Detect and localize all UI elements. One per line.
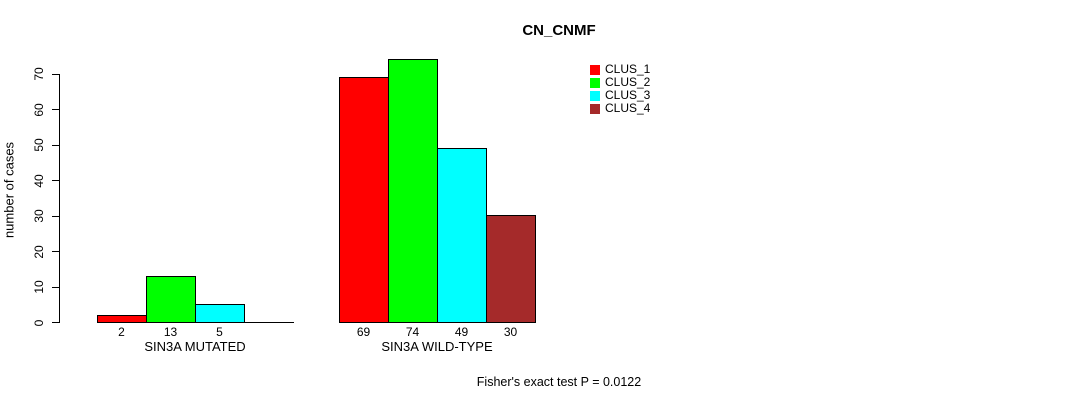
y-axis-line xyxy=(59,73,60,323)
legend-swatch-clus_3 xyxy=(590,90,600,101)
y-axis-tick xyxy=(52,322,59,323)
y-axis-tick-label: 40 xyxy=(32,173,46,188)
y-axis-tick xyxy=(52,180,59,181)
bar-clus_2-1 xyxy=(146,276,196,323)
bar-clus_2-2 xyxy=(388,59,438,323)
bar-value-label: 5 xyxy=(216,325,223,339)
y-axis-tick-label: 20 xyxy=(32,244,46,259)
legend-item-clus_2: CLUS_2 xyxy=(590,76,650,89)
bar-value-label: 49 xyxy=(454,325,469,339)
bar-clus_1-1 xyxy=(97,315,147,323)
legend-swatch-clus_2 xyxy=(590,77,600,88)
bar-value-label: 2 xyxy=(118,325,125,339)
y-axis-tick-label: 10 xyxy=(32,280,46,294)
legend-label: CLUS_1 xyxy=(605,62,651,76)
y-axis-tick-label: 50 xyxy=(32,138,46,152)
y-axis-tick xyxy=(52,73,59,75)
bar-clus_3-2 xyxy=(437,148,487,323)
legend-item-clus_1: CLUS_1 xyxy=(590,63,650,76)
y-axis-tick-label: 30 xyxy=(32,209,46,223)
legend-swatch-clus_4 xyxy=(590,103,600,114)
legend-label: CLUS_3 xyxy=(605,88,651,102)
category-label: SIN3A MUTATED xyxy=(144,339,246,354)
y-axis-tick-label: 60 xyxy=(32,102,46,117)
bar-value-label: 30 xyxy=(503,325,518,339)
legend-swatch-clus_1 xyxy=(590,64,600,75)
y-axis-tick xyxy=(52,144,59,146)
category-label: SIN3A WILD-TYPE xyxy=(381,339,493,354)
legend-item-clus_3: CLUS_3 xyxy=(590,89,650,102)
bar-value-label: 13 xyxy=(163,325,178,339)
legend-label: CLUS_2 xyxy=(605,75,651,89)
y-axis-tick xyxy=(52,109,59,110)
stat-test-footnote: Fisher's exact test P = 0.0122 xyxy=(476,375,642,389)
bar-value-label: 74 xyxy=(405,325,420,339)
bar-clus_3-1 xyxy=(195,304,245,323)
bar-clus_4-2 xyxy=(486,215,536,323)
bar-value-label: 69 xyxy=(356,325,371,339)
y-axis-tick xyxy=(52,251,59,252)
legend: CLUS_1 CLUS_2 CLUS_3 CLUS_4 xyxy=(590,63,650,115)
y-axis-tick-label: 70 xyxy=(32,67,46,81)
legend-label: CLUS_4 xyxy=(605,101,651,115)
legend-item-clus_4: CLUS_4 xyxy=(590,102,650,115)
y-axis-tick xyxy=(52,286,59,288)
y-axis-label: number of cases xyxy=(1,141,17,239)
chart-title: CN_CNMF xyxy=(522,22,596,39)
y-axis-tick-label: 0 xyxy=(32,319,46,326)
y-axis-tick xyxy=(52,215,59,217)
bar-clus_1-2 xyxy=(339,77,389,323)
